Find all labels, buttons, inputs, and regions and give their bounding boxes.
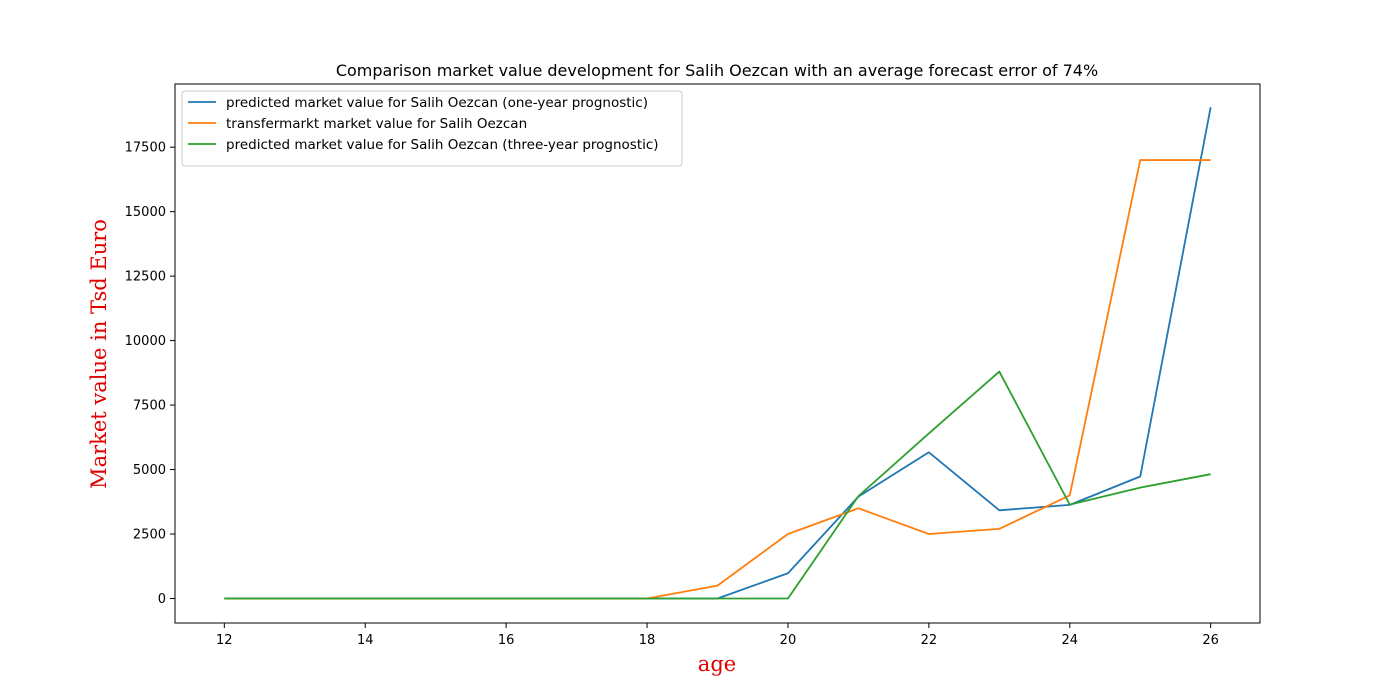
x-tick-label: 20 (780, 633, 797, 648)
x-tick-label: 26 (1202, 633, 1219, 648)
plot-frame (174, 83, 1261, 624)
x-axis-label: age (698, 652, 736, 676)
legend: predicted market value for Salih Oezcan … (181, 90, 683, 167)
legend-label-3: predicted market value for Salih Oezcan … (226, 137, 659, 153)
y-tick-label: 10000 (125, 334, 166, 349)
y-tick-label: 15000 (125, 205, 166, 220)
plot-area (224, 107, 1212, 600)
legend-box (181, 90, 683, 167)
series-line-1 (224, 107, 1212, 600)
x-tick-label: 12 (216, 633, 233, 648)
y-tick-label: 0 (158, 592, 166, 607)
legend-label-1: predicted market value for Salih Oezcan … (226, 95, 648, 111)
series-line-2 (224, 159, 1211, 600)
y-tick-label: 2500 (133, 528, 166, 543)
y-tick-label: 12500 (125, 270, 166, 285)
y-axis: 0 2500 5000 7500 10000 12500 15000 17500 (125, 141, 175, 607)
series-line-3 (224, 370, 1211, 600)
x-tick-label: 14 (357, 633, 374, 648)
chart-title: Comparison market value development for … (336, 61, 1098, 80)
legend-label-2: transfermarkt market value for Salih Oez… (226, 116, 527, 132)
x-tick-label: 18 (639, 633, 656, 648)
x-tick-label: 16 (498, 633, 515, 648)
y-axis-label: Market value in Tsd Euro (87, 219, 111, 489)
y-tick-label: 5000 (133, 463, 166, 478)
y-tick-label: 17500 (125, 141, 166, 156)
x-axis: 12 14 16 18 20 22 24 26 (216, 623, 1219, 648)
x-tick-label: 22 (921, 633, 938, 648)
x-tick-label: 24 (1061, 633, 1078, 648)
y-tick-label: 7500 (133, 399, 166, 414)
